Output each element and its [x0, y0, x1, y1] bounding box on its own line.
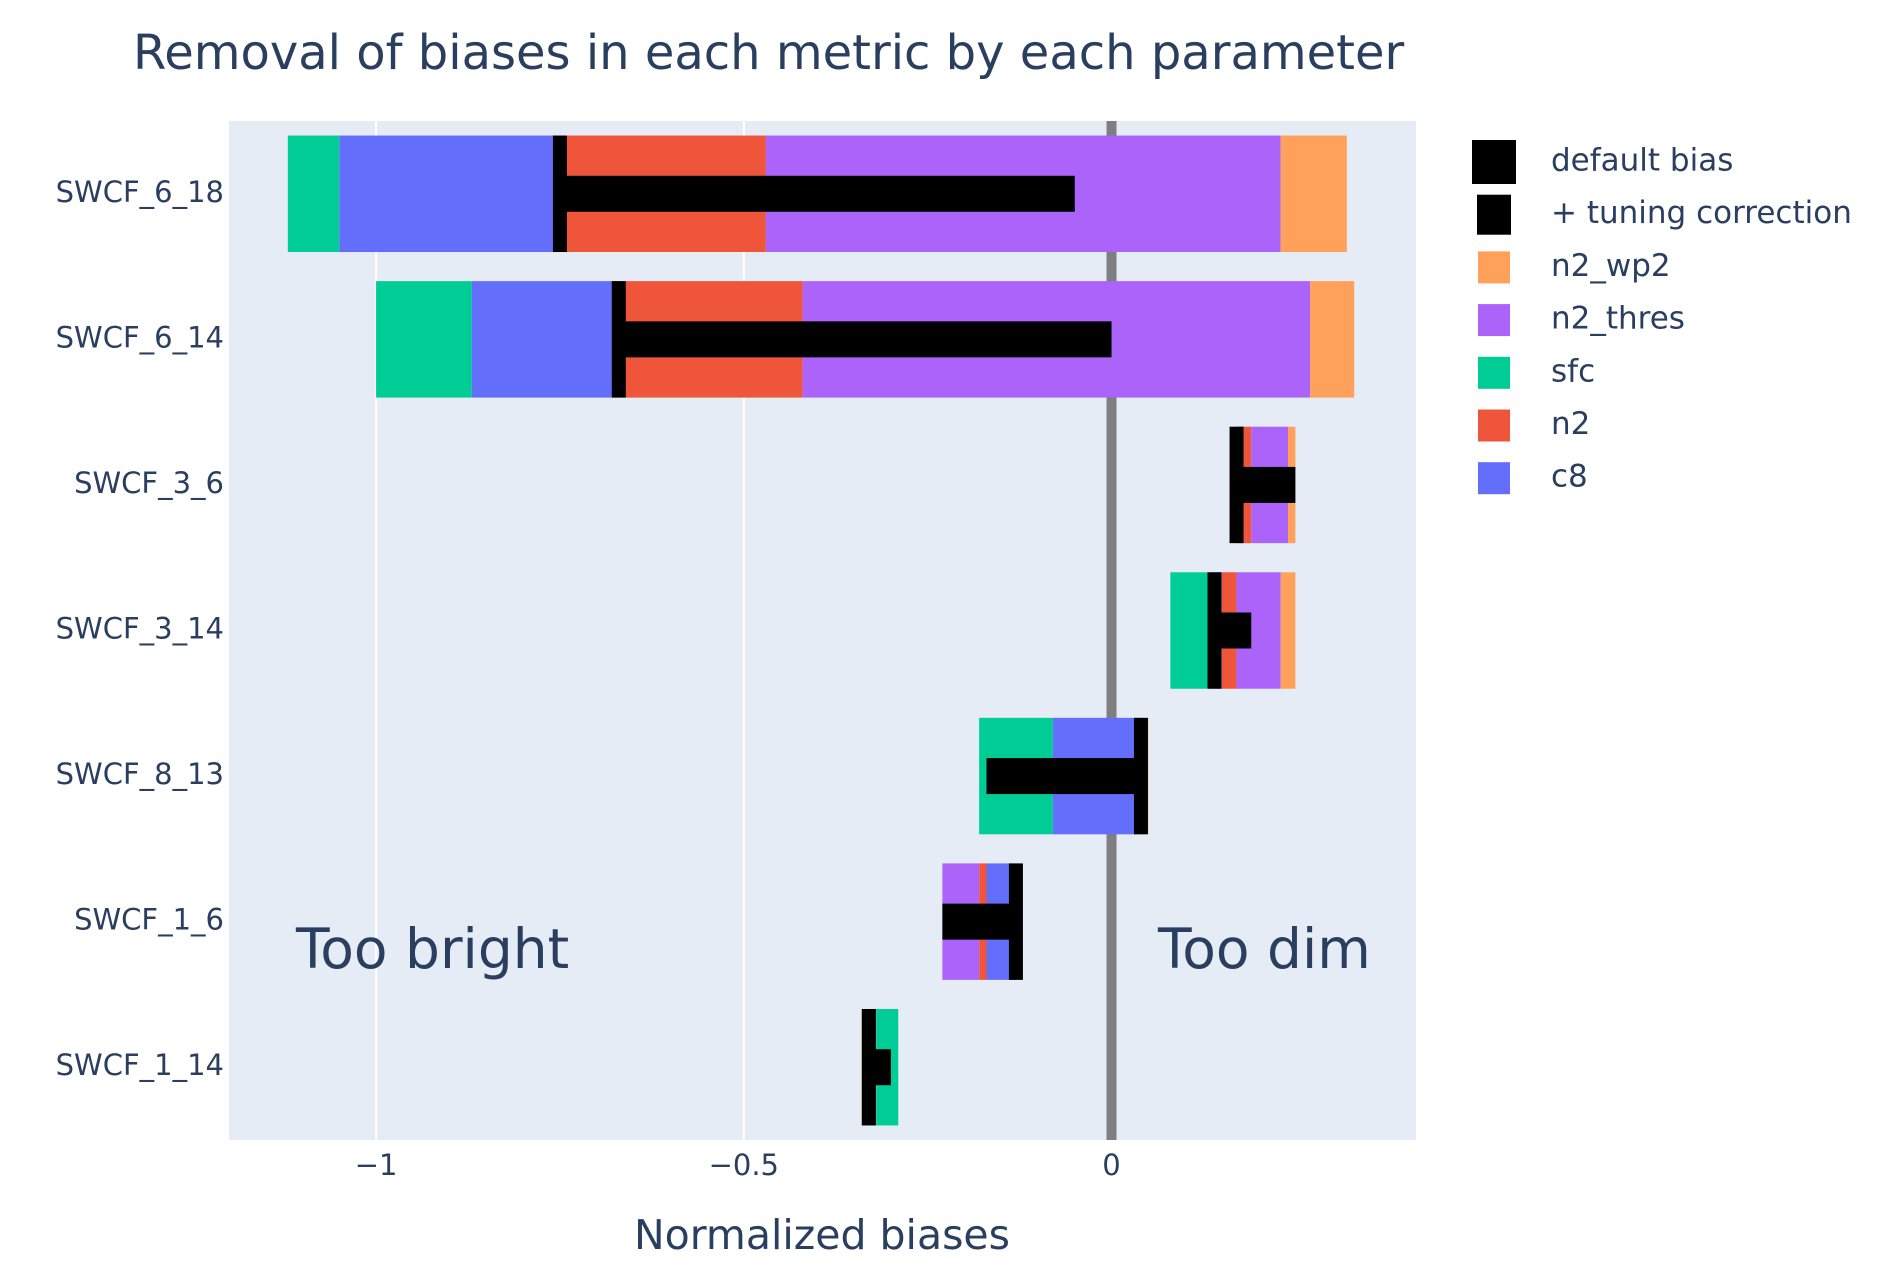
y-tick-label: SWCF_6_14 [56, 320, 224, 354]
y-tick-label: SWCF_3_14 [56, 612, 224, 646]
tuning-correction-bar [1236, 466, 1296, 503]
legend-label: + tuning correction [1551, 195, 1852, 231]
bar-segment [1280, 135, 1347, 253]
default-bias-bar [611, 281, 626, 398]
default-bias-bar [1207, 572, 1222, 689]
y-tick-label: SWCF_3_6 [74, 466, 224, 500]
tuning-correction-bar [986, 758, 1141, 795]
default-bias-bar [552, 135, 567, 253]
default-bias-bar [1008, 863, 1023, 980]
tuning-correction-bar [618, 321, 1112, 358]
y-tick-label: SWCF_8_13 [56, 757, 224, 791]
tuning-correction-bar [559, 175, 1075, 212]
legend-swatch [1477, 194, 1511, 235]
bar-segment [1280, 572, 1296, 689]
tuning-correction-bar [942, 903, 1016, 940]
legend-label: n2_thres [1551, 301, 1685, 337]
annotation: Too dim [1157, 917, 1371, 981]
y-tick-label: SWCF_1_6 [74, 903, 224, 937]
legend-swatch [1478, 251, 1510, 284]
x-tick-label: −0.5 [709, 1148, 779, 1182]
bar-segment [1170, 572, 1215, 689]
default-bias-bar [861, 1008, 876, 1126]
legend-label: c8 [1551, 459, 1588, 495]
legend-label: sfc [1551, 353, 1595, 389]
bar-segment [1310, 281, 1355, 398]
legend-swatch [1478, 409, 1510, 442]
default-bias-bar [1133, 717, 1148, 835]
bar-segment [287, 135, 340, 253]
default-bias-bar [1229, 426, 1244, 544]
y-tick-label: SWCF_1_14 [56, 1048, 224, 1082]
legend-swatch [1478, 304, 1510, 337]
bar-segment [376, 281, 472, 398]
legend-label: default bias [1551, 143, 1733, 179]
x-axis-title: Normalized biases [634, 1211, 1010, 1259]
x-tick-label: −1 [355, 1148, 398, 1182]
annotation: Too bright [295, 917, 569, 981]
legend-swatch [1478, 356, 1510, 389]
y-tick-label: SWCF_6_18 [56, 175, 224, 209]
bar-segment [339, 135, 560, 253]
legend-swatch [1472, 140, 1516, 184]
legend-swatch [1478, 462, 1510, 495]
x-tick-label: 0 [1102, 1148, 1120, 1182]
chart-title: Removal of biases in each metric by each… [133, 25, 1404, 81]
legend-label: n2 [1551, 406, 1590, 442]
bar-segment [471, 281, 619, 398]
legend-label: n2_wp2 [1551, 248, 1671, 284]
